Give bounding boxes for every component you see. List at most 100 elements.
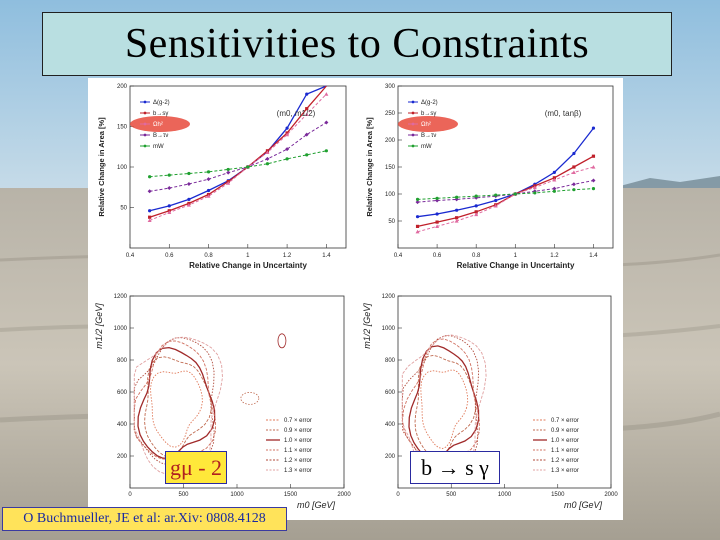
- data-point: [572, 151, 576, 156]
- series-line: [417, 166, 594, 233]
- chart-top-right: 0.4 0.6 0.8 1 1.2 1.4 50 100 150 200 250 300 Relativ…: [356, 78, 623, 288]
- data-point: [415, 215, 420, 219]
- data-point: [304, 112, 309, 116]
- y-tick-label: 200: [385, 138, 396, 144]
- data-point: [591, 165, 596, 169]
- data-point: [415, 224, 420, 228]
- data-point: [474, 194, 478, 198]
- legend-label: Δ(g-2): [153, 100, 170, 106]
- x-tick-label: 500: [446, 492, 457, 498]
- data-point: [147, 218, 152, 223]
- x-tick-label: 0.8: [204, 253, 213, 259]
- data-point: [246, 165, 250, 169]
- data-point: [494, 193, 498, 197]
- data-point: [435, 220, 439, 224]
- y-tick-label: 200: [385, 454, 396, 460]
- data-point: [552, 170, 556, 174]
- data-point: [552, 176, 556, 180]
- data-point: [167, 204, 171, 208]
- y-tick-label: 800: [385, 358, 396, 364]
- data-point: [591, 126, 596, 130]
- data-point: [304, 132, 309, 137]
- data-point: [324, 149, 328, 153]
- data-point: [265, 156, 270, 161]
- x-tick-label: 0.4: [394, 253, 403, 259]
- data-point: [285, 147, 290, 152]
- legend-label: Δ(g-2): [421, 100, 438, 106]
- plot-area: [397, 85, 614, 249]
- slide-title: Sensitivities to Constraints: [124, 21, 590, 67]
- legend-label: b→sγ: [153, 111, 168, 117]
- data-point: [571, 170, 576, 174]
- y-tick-label: 50: [388, 219, 395, 225]
- legend-label: 1.3 × error: [551, 468, 579, 474]
- x-tick-label: 1500: [284, 492, 298, 498]
- series-line: [417, 155, 594, 228]
- x-tick-label: 500: [178, 492, 189, 498]
- panel-annotation: (m0, m1/2): [277, 109, 316, 118]
- chart-svg: 0 500 1000 1500 2000 200 400 600 800 1000 1200 m0 […: [362, 294, 618, 510]
- y-tick-label: 1000: [382, 326, 396, 332]
- legend-marker: [411, 144, 415, 148]
- legend-label: B→τν: [421, 133, 436, 139]
- data-point: [455, 195, 459, 199]
- data-point: [148, 175, 152, 179]
- legend-highlight: [130, 116, 190, 132]
- y-axis-label: m1/2 [GeV]: [362, 303, 372, 349]
- contour-line: [408, 345, 480, 461]
- legend-marker: [411, 111, 415, 115]
- legend-label: 0.7 × error: [284, 418, 312, 424]
- legend-marker: [411, 122, 415, 126]
- data-point: [206, 194, 211, 198]
- data-point: [226, 181, 231, 185]
- data-point: [533, 191, 537, 195]
- legend-marker: [411, 100, 415, 104]
- data-point: [186, 182, 191, 187]
- slide-title-box: Sensitivities to Constraints: [42, 12, 672, 76]
- x-tick-label: 1.4: [322, 253, 331, 259]
- x-axis-label: Relative Change in Uncertainty: [457, 261, 575, 270]
- data-point: [305, 153, 309, 157]
- y-tick-label: 300: [385, 84, 396, 90]
- chart-bottom-left: 0 500 1000 1500 2000 200 400 600 800 1000 1200 m0 […: [88, 288, 356, 520]
- data-point: [532, 185, 537, 190]
- x-tick-label: 2000: [337, 492, 351, 498]
- data-point: [206, 188, 211, 193]
- y-tick-label: 1200: [114, 294, 128, 300]
- bsg-label: b → s γ: [410, 451, 500, 484]
- y-axis-label: m1/2 [GeV]: [94, 303, 104, 349]
- legend-marker: [411, 133, 415, 137]
- x-tick-label: 1000: [498, 492, 512, 498]
- x-tick-label: 1.4: [589, 253, 598, 259]
- x-tick-label: 1: [246, 253, 250, 259]
- legend-label: 1.2 × error: [551, 458, 579, 464]
- series-line: [149, 85, 327, 218]
- data-point: [454, 219, 459, 223]
- data-point: [186, 203, 191, 207]
- data-point: [435, 196, 439, 200]
- y-tick-label: 150: [117, 125, 128, 131]
- chart-bottom-right: 0 500 1000 1500 2000 200 400 600 800 1000 1200 m0 […: [356, 288, 623, 520]
- legend-label: 1.1 × error: [551, 448, 579, 454]
- y-tick-label: 800: [117, 358, 128, 364]
- data-point: [591, 178, 596, 183]
- legend-label: 0.7 × error: [551, 418, 579, 424]
- x-tick-label: 0.6: [165, 253, 174, 259]
- data-point: [148, 209, 152, 213]
- data-point: [552, 186, 557, 191]
- y-tick-label: 1000: [114, 326, 128, 332]
- series-line: [149, 122, 327, 192]
- data-point: [187, 197, 191, 201]
- data-point: [455, 216, 459, 220]
- y-tick-label: 400: [385, 422, 396, 428]
- x-axis-label: Relative Change in Uncertainty: [189, 261, 307, 270]
- legend-label: mW: [153, 144, 164, 150]
- data-point: [455, 208, 459, 212]
- x-tick-label: 0.4: [126, 253, 135, 259]
- y-tick-label: 200: [117, 454, 128, 460]
- data-point: [285, 126, 289, 130]
- data-point: [226, 167, 230, 172]
- y-tick-label: 600: [385, 390, 396, 396]
- x-axis-label: m0 [GeV]: [564, 500, 603, 510]
- y-axis-label: Relative Change in Area [%]: [365, 117, 374, 217]
